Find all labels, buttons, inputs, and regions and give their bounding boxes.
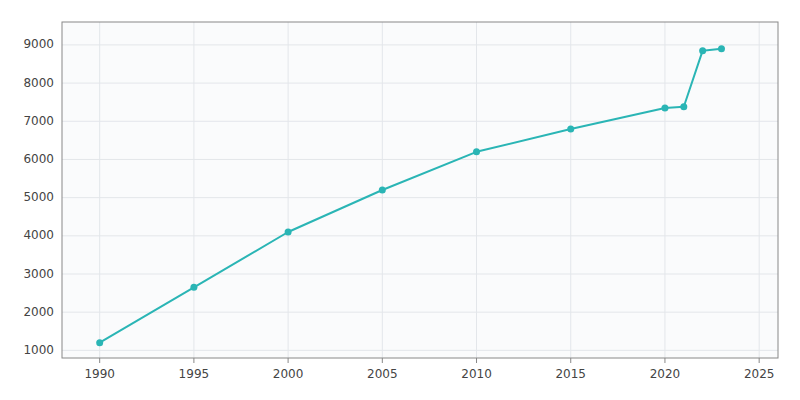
x-tick-label: 2000 bbox=[273, 367, 304, 381]
point bbox=[190, 284, 197, 291]
plot-frame bbox=[62, 22, 778, 358]
x-tick-mark bbox=[382, 358, 383, 363]
x-tick-mark bbox=[759, 358, 760, 363]
plot-background bbox=[62, 22, 778, 358]
y-tick-label: 8000 bbox=[23, 76, 54, 90]
x-tick-mark bbox=[476, 358, 477, 363]
x-tick-label: 1990 bbox=[84, 367, 115, 381]
y-tick-label: 2000 bbox=[23, 305, 54, 319]
chart-container: 1000 2000 3000 4000 5000 6000 7000 8000 9000 1990… bbox=[0, 0, 800, 400]
x-grid-line bbox=[288, 22, 289, 358]
x-tick-mark bbox=[193, 358, 194, 363]
y-tick-label: 6000 bbox=[23, 152, 54, 166]
x-tick-label: 2025 bbox=[744, 367, 775, 381]
y-grid-line bbox=[62, 350, 778, 351]
y-grid-line bbox=[62, 159, 778, 160]
x-tick-label: 2005 bbox=[367, 367, 398, 381]
x-grid-line bbox=[664, 22, 665, 358]
y-tick-label: 4000 bbox=[23, 228, 54, 242]
y-grid-line bbox=[62, 235, 778, 236]
y-tick-label: 9000 bbox=[23, 37, 54, 51]
x-tick-label: 1995 bbox=[179, 367, 210, 381]
point bbox=[473, 148, 480, 155]
point bbox=[661, 104, 668, 111]
y-tick-label: 5000 bbox=[23, 190, 54, 204]
y-grid-line bbox=[62, 83, 778, 84]
y-tick-label: 7000 bbox=[23, 114, 54, 128]
x-grid-line bbox=[759, 22, 760, 358]
y-grid-line bbox=[62, 44, 778, 45]
chart: 1000 2000 3000 4000 5000 6000 7000 8000 9000 1990… bbox=[0, 0, 800, 400]
x-grid-line bbox=[570, 22, 571, 358]
x-grid-line bbox=[99, 22, 100, 358]
axes: 1000 2000 3000 4000 5000 6000 7000 8000 9000 1990… bbox=[23, 22, 778, 381]
point bbox=[379, 187, 386, 194]
y-grid-line bbox=[62, 312, 778, 313]
point bbox=[285, 229, 292, 236]
point bbox=[718, 45, 725, 52]
x-tick-mark bbox=[664, 358, 665, 363]
x-grid-line bbox=[476, 22, 477, 358]
y-tick-label: 1000 bbox=[23, 343, 54, 357]
point bbox=[680, 103, 687, 110]
x-tick-label: 2020 bbox=[650, 367, 681, 381]
x-tick-label: 2015 bbox=[555, 367, 586, 381]
y-grid-line bbox=[62, 121, 778, 122]
data-series bbox=[96, 45, 725, 346]
x-tick-label: 2010 bbox=[461, 367, 492, 381]
point bbox=[567, 125, 574, 132]
y-grid-line bbox=[62, 274, 778, 275]
y-grid-line bbox=[62, 197, 778, 198]
x-tick-mark bbox=[570, 358, 571, 363]
x-grid-line bbox=[193, 22, 194, 358]
point bbox=[699, 47, 706, 54]
x-tick-mark bbox=[288, 358, 289, 363]
line bbox=[100, 49, 722, 343]
point bbox=[96, 339, 103, 346]
y-tick-label: 3000 bbox=[23, 267, 54, 281]
x-tick-mark bbox=[99, 358, 100, 363]
